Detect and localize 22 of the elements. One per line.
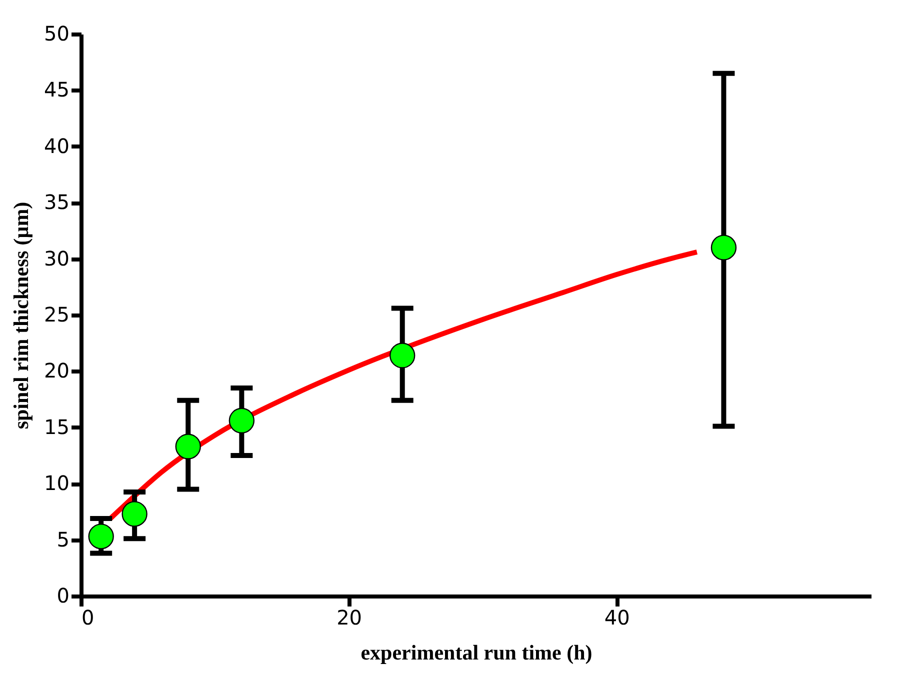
point bbox=[228, 408, 255, 434]
y-tick-label: 30 bbox=[44, 246, 70, 270]
y-tick-label: 10 bbox=[44, 471, 70, 496]
x-tick-label: 40 bbox=[604, 606, 630, 630]
y-tick-label: 40 bbox=[44, 134, 70, 158]
y-tick-label: 15 bbox=[44, 414, 70, 439]
y-axis-title: spinel rim thickness (µm) bbox=[9, 202, 34, 430]
point bbox=[710, 234, 737, 260]
y-tick-label: 50 bbox=[44, 22, 70, 46]
y-tick-label: 45 bbox=[44, 78, 70, 102]
x-tick-label: 0 bbox=[82, 606, 94, 630]
y-tick-label: 35 bbox=[44, 190, 70, 214]
x-axis-title: experimental run time (h) bbox=[360, 640, 592, 664]
y-tick-label: 25 bbox=[44, 302, 70, 326]
y-tick-label: 5 bbox=[56, 527, 70, 552]
x-tick-label: 20 bbox=[336, 606, 362, 630]
point bbox=[175, 434, 201, 460]
point bbox=[122, 501, 148, 527]
point bbox=[390, 342, 416, 368]
y-tick-label: 20 bbox=[44, 358, 70, 383]
y-tick-label: 0 bbox=[56, 584, 70, 608]
point bbox=[88, 524, 114, 550]
